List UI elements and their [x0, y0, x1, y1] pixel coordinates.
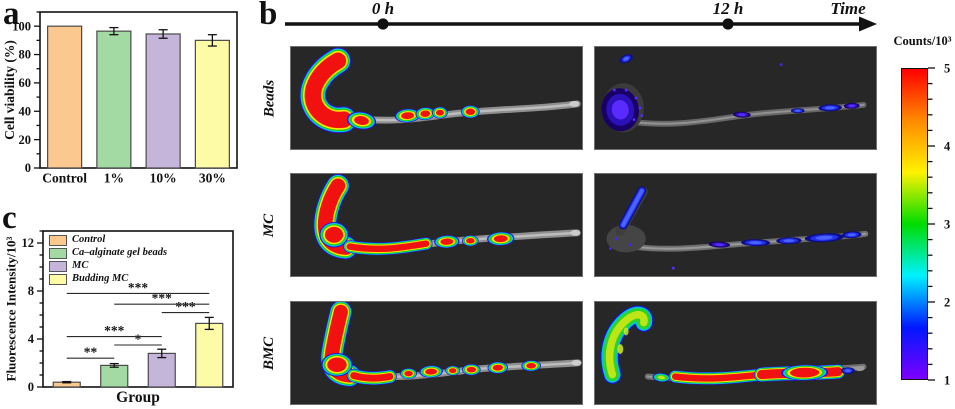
svg-text:80: 80 — [19, 48, 32, 62]
row-label-beads: Beads — [261, 79, 278, 117]
fluoro-image-bmc-0h — [290, 301, 583, 405]
svg-text:4: 4 — [28, 332, 35, 346]
svg-text:60: 60 — [19, 76, 32, 90]
legend-item: MC — [49, 260, 167, 273]
svg-text:***: *** — [128, 280, 149, 295]
svg-text:1%: 1% — [104, 171, 124, 186]
fluoro-image-beads-0h — [290, 46, 583, 150]
colorbar — [901, 68, 928, 380]
svg-text:***: *** — [175, 299, 196, 314]
row-label-mc: MC — [261, 213, 278, 237]
svg-text:***: *** — [152, 291, 173, 306]
legend-item: Ca–alginate gel beads — [49, 247, 167, 260]
bar — [195, 322, 224, 388]
bar — [100, 364, 129, 388]
svg-text:0: 0 — [28, 380, 34, 394]
bar — [145, 33, 181, 169]
legend-label: Budding MC — [72, 273, 129, 285]
bar — [147, 352, 176, 388]
svg-text:4: 4 — [944, 139, 951, 153]
row-label-bmc: BMC — [261, 336, 278, 370]
fluoro-image-bmc-12h — [594, 301, 877, 405]
time-label-0h: 0 h — [371, 0, 395, 18]
time-label-12h: 12 h — [712, 0, 744, 18]
time-axis-title: Time — [830, 0, 866, 18]
panel-b-letter: b — [259, 0, 278, 32]
colorbar-title: Counts/10³ — [893, 34, 952, 48]
panel-a-chart: 0 20 40 60 80 100 Control 1% 10% 30% — [12, 11, 238, 186]
svg-text:2: 2 — [944, 295, 950, 309]
time-axis — [285, 16, 877, 32]
colorbar-ticks: 5 4 3 2 1 — [928, 61, 951, 387]
svg-text:1: 1 — [944, 373, 950, 387]
legend-item: Budding MC — [49, 273, 167, 286]
legend-swatch — [49, 261, 67, 272]
legend-item: Control — [49, 234, 167, 247]
svg-text:Control: Control — [42, 171, 87, 186]
time-axis-arrowhead-icon — [859, 16, 877, 32]
legend-label: MC — [72, 260, 89, 272]
svg-text:3: 3 — [944, 217, 950, 231]
time-dot-12h-icon — [722, 18, 734, 30]
legend-swatch — [49, 235, 67, 246]
legend: Control Ca–alginate gel beads MC Budding MC — [49, 234, 167, 286]
svg-text:**: ** — [84, 345, 98, 360]
panel-a-letter: a — [3, 0, 20, 32]
svg-text:30%: 30% — [199, 171, 226, 186]
bar — [96, 30, 132, 169]
legend-swatch — [49, 274, 67, 285]
legend-swatch — [49, 248, 67, 259]
panel-c: c Fluorescence Intensity/10³ 0 4 8 12 ** * ***… — [0, 200, 248, 409]
fluoro-image-beads-12h — [594, 46, 877, 150]
legend-label: Control — [72, 234, 106, 246]
svg-text:20: 20 — [19, 133, 32, 147]
svg-text:0: 0 — [25, 161, 31, 175]
svg-text:8: 8 — [28, 284, 34, 298]
svg-text:40: 40 — [19, 104, 32, 118]
bar — [47, 25, 83, 169]
panel-c-letter: c — [2, 200, 17, 236]
fluoro-image-mc-12h — [594, 173, 877, 277]
svg-text:10%: 10% — [150, 171, 177, 186]
panel-c-xlabel: Group — [116, 389, 160, 406]
fluoro-image-mc-0h — [290, 173, 583, 277]
bar — [194, 39, 230, 169]
svg-text:***: *** — [104, 323, 125, 338]
svg-text:100: 100 — [12, 19, 31, 33]
svg-text:5: 5 — [944, 61, 950, 75]
svg-text:*: * — [135, 332, 142, 347]
panel-a: a Cell viability (%) 0 20 40 60 80 100 Control… — [0, 0, 246, 196]
svg-text:12: 12 — [22, 236, 35, 250]
time-dot-0h-icon — [377, 18, 389, 30]
legend-label: Ca–alginate gel beads — [72, 247, 168, 259]
